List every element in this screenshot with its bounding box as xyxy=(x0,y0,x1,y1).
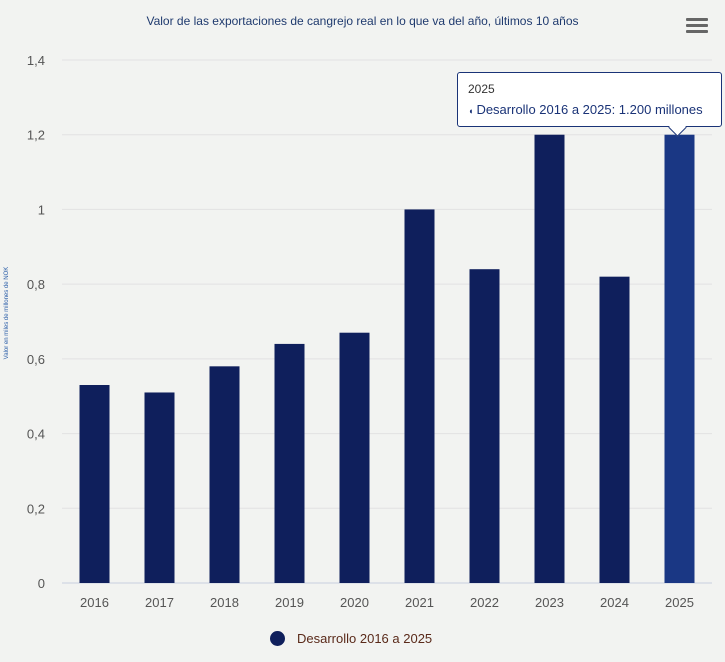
bar-2016[interactable] xyxy=(79,385,110,583)
y-tick-label: 0,4 xyxy=(27,427,45,442)
x-tick-label: 2022 xyxy=(470,595,499,610)
hamburger-menu-icon[interactable] xyxy=(686,18,708,38)
x-tick-label: 2020 xyxy=(340,595,369,610)
legend-label: Desarrollo 2016 a 2025 xyxy=(297,631,433,646)
x-tick-label: 2019 xyxy=(275,595,304,610)
x-tick-label: 2023 xyxy=(535,595,564,610)
bar-2020[interactable] xyxy=(339,332,370,583)
y-tick-label: 0 xyxy=(38,576,45,591)
tooltip: 2025 ◖ Desarrollo 2016 a 2025: 1.200 mill… xyxy=(457,72,722,137)
tooltip-header: 2025 xyxy=(468,82,495,96)
bar-2017[interactable] xyxy=(144,392,175,583)
y-tick-label: 0,6 xyxy=(27,352,45,367)
legend-dot-icon xyxy=(270,631,285,646)
tooltip-bullet-icon: ◖ xyxy=(468,106,474,116)
y-tick-label: 0,2 xyxy=(27,501,45,516)
x-tick-label: 2024 xyxy=(600,595,629,610)
bar-2023[interactable] xyxy=(534,134,565,583)
bar-2025[interactable] xyxy=(664,134,695,583)
y-tick-label: 1,4 xyxy=(27,53,45,68)
x-tick-label: 2025 xyxy=(665,595,694,610)
bar-2021[interactable] xyxy=(404,209,435,583)
tooltip-text: Desarrollo 2016 a 2025: 1.200 millones xyxy=(476,102,703,117)
y-tick-label: 1 xyxy=(38,202,45,217)
bar-2024[interactable] xyxy=(599,276,630,583)
x-tick-label: 2018 xyxy=(210,595,239,610)
x-tick-label: 2021 xyxy=(405,595,434,610)
bar-2022[interactable] xyxy=(469,269,500,583)
x-tick-label: 2017 xyxy=(145,595,174,610)
legend-item[interactable]: Desarrollo 2016 a 2025 xyxy=(270,631,432,646)
bar-2018[interactable] xyxy=(209,366,240,583)
bar-2019[interactable] xyxy=(274,343,305,583)
y-tick-label: 0,8 xyxy=(27,277,45,292)
x-tick-label: 2016 xyxy=(80,595,109,610)
y-tick-label: 1,2 xyxy=(27,128,45,143)
tooltip-body: ◖ Desarrollo 2016 a 2025: 1.200 millones xyxy=(468,102,711,117)
chart-title: Valor de las exportaciones de cangrejo r… xyxy=(146,14,579,28)
